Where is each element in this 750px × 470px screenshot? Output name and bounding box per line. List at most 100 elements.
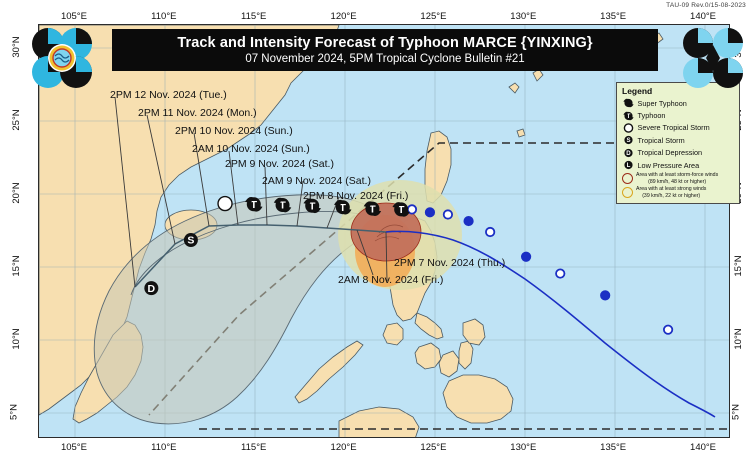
- typhoon-marker: T: [623, 111, 634, 120]
- legend-wind-row-0: Area with at least storm-force winds (89 …: [622, 172, 735, 185]
- forecast-marker-6-severe-tropical-storm[interactable]: [217, 195, 233, 212]
- lat-tick-left-30: 30°N: [11, 36, 23, 58]
- lat-tick-left-5: 5°N: [8, 403, 20, 420]
- legend-label-2: Severe Tropical Storm: [637, 123, 710, 133]
- tropical-storm-marker: S: [624, 136, 633, 144]
- lat-tick-left-15: 15°N: [11, 255, 23, 277]
- past-track-point-7[interactable]: [600, 290, 611, 301]
- legend-row-4: D Tropical Depression: [622, 147, 735, 159]
- lon-tick-bottom-140: 140°E: [690, 442, 717, 453]
- revision-stamp: TAU-09 Rev.0/15-08-2023: [666, 2, 746, 9]
- forecast-date-label-5: 2AM 9 Nov. 2024 (Sat.): [262, 175, 371, 187]
- past-track-point-4[interactable]: [485, 226, 496, 238]
- low-pressure-area-glyph: L: [622, 159, 635, 171]
- past-track: [385, 230, 716, 418]
- legend-row-1: T Typhoon: [622, 109, 735, 121]
- mindanao-island: [442, 374, 514, 424]
- ocean-islet-5: [516, 128, 526, 138]
- forecast-date-label-1: 2PM 11 Nov. 2024 (Mon.): [138, 107, 257, 119]
- forecast-marker-8-tropical-depression[interactable]: D: [144, 281, 159, 296]
- strong-winds-ring: [622, 187, 633, 199]
- past-track-markers: [406, 204, 674, 335]
- svg-text:S: S: [626, 137, 630, 144]
- past-track-point-1[interactable]: [424, 207, 436, 218]
- legend-wind-areas: Area with at least storm-force winds (89 …: [622, 172, 735, 199]
- past-track-point-2[interactable]: [442, 209, 454, 220]
- legend-label-0: Super Typhoon: [637, 98, 687, 108]
- legend-label-3: Tropical Storm: [637, 135, 685, 145]
- legend-wind-row-1: Area with at least strong winds (39 km/h,…: [622, 186, 735, 199]
- svg-text:T: T: [627, 113, 631, 120]
- lon-tick-bottom-120: 120°E: [330, 442, 357, 453]
- svg-text:T: T: [309, 200, 316, 212]
- forecast-marker-0-typhoon[interactable]: T: [392, 202, 410, 217]
- severe-tropical-storm-glyph: [622, 122, 635, 134]
- legend-wind-text-0: Area with at least storm-force winds (89 …: [636, 172, 719, 185]
- storm-force-ring: [622, 173, 633, 185]
- svg-text:L: L: [627, 162, 631, 169]
- lon-tick-top-110: 110°E: [151, 11, 177, 22]
- legend-wind-text-1: Area with at least strong winds (39 km/h,…: [636, 186, 707, 199]
- palawan-island: [294, 340, 364, 404]
- legend-items: Super Typhoon T Typhoon Severe Tropical Sto…: [622, 97, 735, 171]
- legend-label-5: Low Pressure Area: [637, 160, 700, 170]
- super-typhoon-glyph: [622, 97, 635, 109]
- past-track-point-8[interactable]: [662, 324, 674, 335]
- tropical-storm-glyph: S: [622, 134, 635, 146]
- forecast-marker-7-tropical-storm[interactable]: S: [183, 233, 198, 248]
- forecast-marker-5-typhoon[interactable]: T: [245, 196, 263, 212]
- legend-row-2: Severe Tropical Storm: [622, 122, 735, 134]
- past-track-point-5[interactable]: [520, 251, 532, 262]
- forecast-date-label-7: 2PM 7 Nov. 2024 (Thu.): [394, 257, 506, 269]
- svg-text:T: T: [279, 200, 286, 212]
- forecast-date-label-3: 2AM 10 Nov. 2024 (Sun.): [192, 143, 310, 155]
- forecast-date-label-0: 2PM 12 Nov. 2024 (Tue.): [110, 89, 227, 101]
- legend-label-4: Tropical Depression: [637, 148, 703, 158]
- svg-text:D: D: [148, 283, 156, 295]
- past-track-point-3[interactable]: [463, 215, 474, 227]
- forecast-marker-1-typhoon[interactable]: T: [363, 201, 382, 216]
- lon-tick-top-105: 105°E: [60, 11, 87, 22]
- lon-tick-top-120: 120°E: [330, 11, 357, 22]
- page-title: Track and Intensity Forecast of Typhoon …: [177, 35, 593, 51]
- severe-tropical-storm-marker: [623, 123, 634, 133]
- dost-logo: [683, 28, 743, 88]
- tropical-depression-marker: D: [624, 148, 633, 157]
- svg-text:T: T: [398, 204, 405, 216]
- lon-tick-bottom-105: 105°E: [60, 442, 87, 453]
- lon-tick-top-115: 115°E: [241, 11, 267, 22]
- legend-title: Legend: [622, 86, 653, 96]
- past-track-point-6[interactable]: [555, 268, 566, 279]
- lon-tick-top-130: 130°E: [510, 11, 537, 22]
- svg-text:T: T: [251, 199, 258, 211]
- title-banner: Track and Intensity Forecast of Typhoon …: [112, 29, 658, 71]
- ryukyu-islet-1: [508, 82, 520, 94]
- page-subtitle: 07 November 2024, 5PM Tropical Cyclone B…: [245, 53, 525, 65]
- lon-tick-bottom-110: 110°E: [151, 442, 177, 453]
- forecast-marker-2-typhoon[interactable]: T: [334, 199, 352, 215]
- forecast-date-label-8: 2AM 8 Nov. 2024 (Fri.): [338, 274, 444, 286]
- super-typhoon-marker: [623, 98, 634, 108]
- legend-row-0: Super Typhoon: [622, 97, 735, 109]
- forecast-marker-3-typhoon[interactable]: T: [303, 198, 321, 214]
- lat-tick-left-20: 20°N: [11, 182, 23, 204]
- lat-tick-right-5: 5°N: [730, 403, 742, 420]
- lon-tick-bottom-125: 125°E: [420, 442, 447, 453]
- lon-tick-top-125: 125°E: [420, 11, 447, 22]
- bicol-peninsula: [414, 312, 444, 340]
- lon-tick-bottom-135: 135°E: [600, 442, 627, 453]
- forecast-track-markers: T T T T T T S D: [144, 195, 410, 296]
- lat-tick-right-10: 10°N: [733, 328, 745, 350]
- forecast-marker-4-typhoon[interactable]: T: [273, 197, 292, 213]
- mindoro-island: [382, 322, 404, 346]
- label-leader-lines: [114, 96, 388, 288]
- negros-island: [438, 350, 460, 378]
- svg-text:S: S: [187, 235, 194, 247]
- svg-text:T: T: [369, 203, 376, 215]
- lon-tick-top-135: 135°E: [600, 11, 627, 22]
- map-legend: Legend Super Typhoon T Typhoon Severe Tropi…: [616, 82, 740, 204]
- tropical-depression-glyph: D: [622, 147, 635, 159]
- svg-text:T: T: [340, 202, 347, 214]
